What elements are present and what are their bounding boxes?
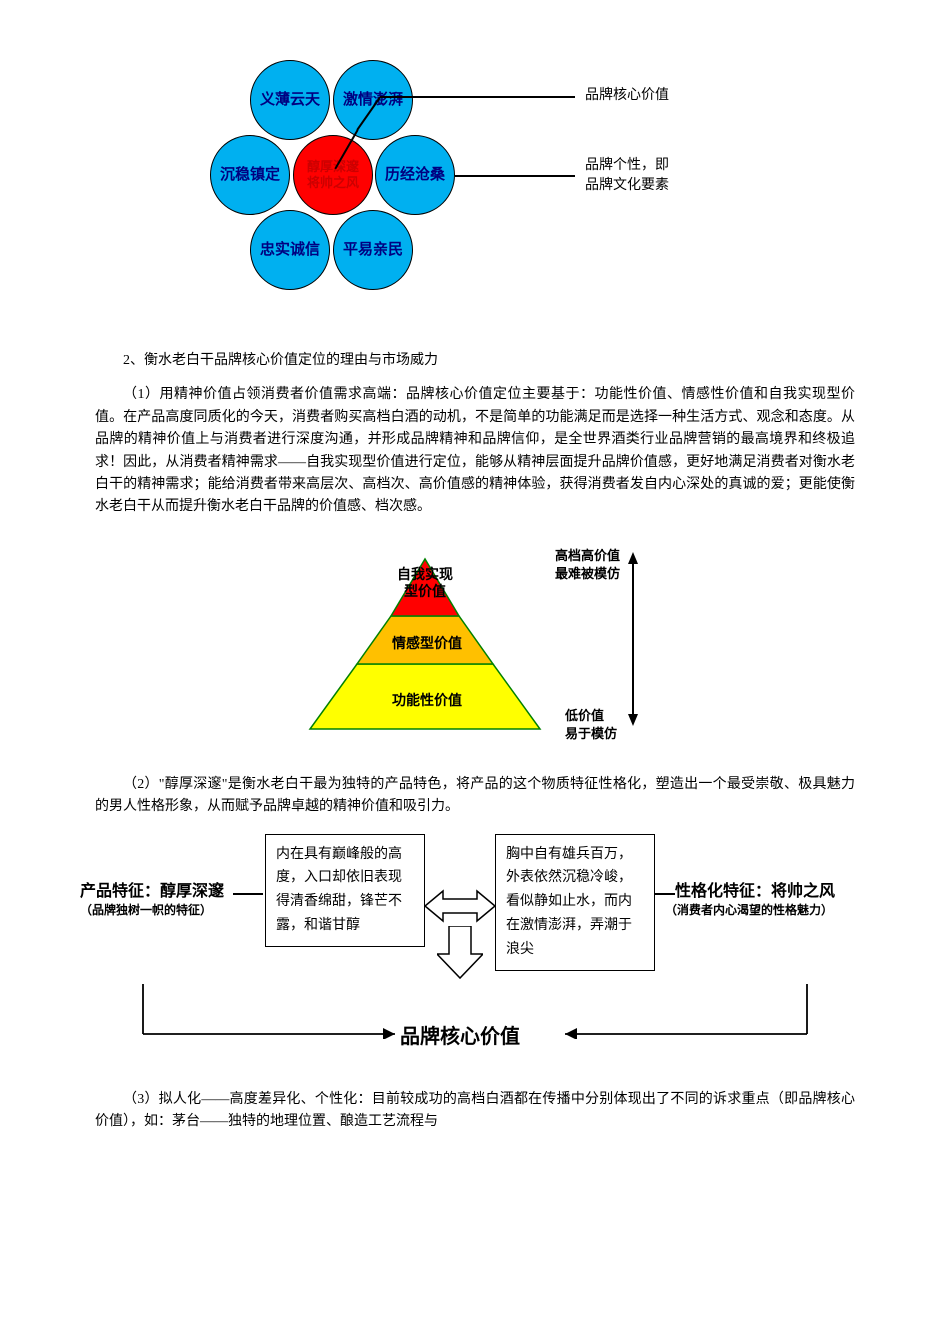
circle-bot-right: 平易亲民 <box>333 210 413 290</box>
pyramid-svg <box>235 534 715 749</box>
callout2-text-l2: 品牌文化要素 <box>585 175 669 197</box>
callout2-line <box>455 175 575 177</box>
brand-circles-diagram: 义薄云天 激情澎湃 沉稳镇定 醇厚深邃 将帅之风 历经沧桑 忠实诚信 平易亲民 … <box>175 60 695 320</box>
pyramid-range-bar <box>632 562 634 716</box>
pyramid-label-mid: 情感型价值 <box>387 632 467 654</box>
value-pyramid: 自我实现 型价值 情感型价值 功能性价值 高档高价值 最难被模仿 低价值 易于模… <box>235 534 715 749</box>
callout1-text: 品牌核心价值 <box>585 85 669 107</box>
pyramid-label-bot: 功能性价值 <box>387 689 467 711</box>
circle-mid-left: 沉稳镇定 <box>210 135 290 215</box>
paragraph-1: （1）用精神价值占领消费者价值需求高端：品牌核心价值定位主要基于：功能性价值、情… <box>95 384 855 518</box>
flow-right-sub: （消费者内心渴望的性格魅力） <box>665 901 833 920</box>
down-arrow-icon <box>437 926 483 981</box>
pyramid-anno-top2: 最难被模仿 <box>555 564 620 585</box>
circle-top-left: 义薄云天 <box>250 60 330 140</box>
circle-center: 醇厚深邃 将帅之风 <box>293 135 373 215</box>
circle-mid-right: 历经沧桑 <box>375 135 455 215</box>
pyramid-anno-bot2: 易于模仿 <box>565 724 617 745</box>
callout1-line-h <box>380 96 575 98</box>
flow-box-right: 胸中自有雄兵百万，外表依然沉稳冷峻，看似静如止水，而内在激情澎湃，弄潮于浪尖 <box>495 834 655 971</box>
section-heading-2: 2、衡水老白干品牌核心价值定位的理由与市场威力 <box>95 350 855 372</box>
arrow-right-link <box>655 884 679 904</box>
double-arrow-icon <box>425 889 495 924</box>
paragraph-3: （3）拟人化——高度差异化、个性化：目前较成功的高档白酒都在传播中分别体现出了不… <box>95 1089 855 1134</box>
flow-box-left: 内在具有巅峰般的高度，入口却依旧表现得清香绵甜，锋芒不露，和谐甘醇 <box>265 834 425 947</box>
paragraph-2: （2）"醇厚深邃"是衡水老白干最为独特的产品特色，将产品的这个物质特征性格化，塑… <box>95 774 855 819</box>
pyramid-label-top: 自我实现 型价值 <box>395 566 455 601</box>
circle-top-right: 激情澎湃 <box>333 60 413 140</box>
flow-left-sub: （品牌独树一帜的特征） <box>80 901 212 920</box>
brand-flow-diagram: 产品特征：醇厚深邃 （品牌独树一帜的特征） 内在具有巅峰般的高度，入口却依旧表现… <box>105 834 845 1059</box>
flow-center-label: 品牌核心价值 <box>400 1021 520 1053</box>
arrow-left-link <box>233 884 267 904</box>
circle-bot-left: 忠实诚信 <box>250 210 330 290</box>
